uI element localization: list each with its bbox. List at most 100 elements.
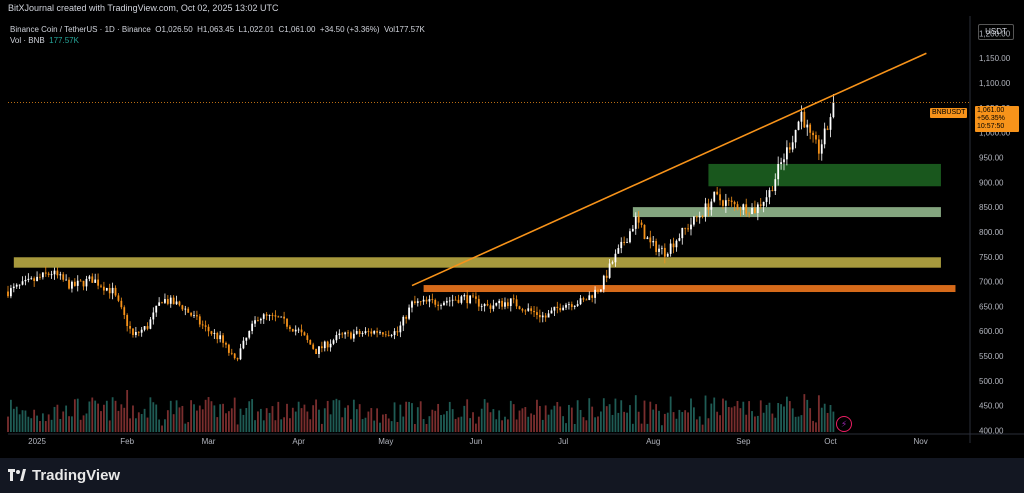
candle-body[interactable] [495, 303, 498, 306]
candle-body[interactable] [631, 228, 634, 232]
candle-body[interactable] [306, 335, 309, 340]
candle-body[interactable] [155, 305, 158, 313]
candle-body[interactable] [597, 289, 599, 292]
candle-body[interactable] [762, 201, 765, 206]
candle-body[interactable] [137, 331, 140, 333]
candle-body[interactable] [402, 316, 405, 326]
candle-body[interactable] [44, 272, 47, 274]
candle-body[interactable] [745, 204, 748, 214]
candle-body[interactable] [669, 243, 672, 254]
candle-body[interactable] [300, 329, 303, 333]
candle-body[interactable] [161, 302, 163, 304]
candle-body[interactable] [294, 329, 297, 332]
candle-body[interactable] [71, 281, 73, 289]
candle-body[interactable] [573, 305, 576, 307]
candle-body[interactable] [582, 298, 585, 300]
candle-body[interactable] [393, 331, 396, 336]
candle-body[interactable] [472, 295, 474, 297]
candle-body[interactable] [713, 191, 716, 202]
currency-button[interactable]: USDT [978, 24, 1014, 40]
candle-body[interactable] [559, 307, 562, 311]
candle-body[interactable] [79, 280, 82, 282]
candle-body[interactable] [36, 276, 38, 282]
candle-body[interactable] [678, 238, 681, 241]
candle-body[interactable] [65, 279, 68, 281]
candle-body[interactable] [739, 209, 742, 211]
candle-body[interactable] [358, 331, 361, 335]
candle-body[interactable] [469, 295, 472, 304]
candle-body[interactable] [661, 247, 663, 249]
candle-body[interactable] [259, 318, 262, 321]
candle-body[interactable] [585, 299, 588, 301]
candle-body[interactable] [783, 159, 785, 163]
candle-body[interactable] [672, 243, 675, 248]
candle-body[interactable] [629, 231, 631, 243]
candle-body[interactable] [815, 135, 817, 140]
candle-body[interactable] [62, 274, 65, 280]
candle-body[interactable] [425, 299, 428, 302]
candle-body[interactable] [413, 301, 416, 303]
candle-body[interactable] [187, 308, 190, 313]
lightning-icon[interactable]: ⚡ [836, 416, 852, 432]
candle-body[interactable] [352, 333, 355, 339]
candle-body[interactable] [506, 302, 509, 307]
candle-body[interactable] [12, 286, 15, 289]
candle-body[interactable] [527, 308, 530, 311]
candle-body[interactable] [794, 129, 797, 143]
candle-body[interactable] [210, 331, 213, 334]
candle-body[interactable] [730, 200, 733, 202]
candle-body[interactable] [504, 302, 506, 307]
candle-body[interactable] [498, 300, 501, 304]
candle-body[interactable] [509, 298, 512, 307]
candle-body[interactable] [33, 278, 36, 282]
candle-body[interactable] [68, 279, 70, 289]
candle-body[interactable] [806, 124, 809, 128]
candle-body[interactable] [457, 299, 460, 303]
candle-body[interactable] [460, 296, 463, 303]
candle-body[interactable] [533, 310, 535, 313]
candle-body[interactable] [492, 305, 495, 309]
trendline[interactable] [411, 52, 927, 287]
candle-body[interactable] [88, 276, 91, 279]
candle-body[interactable] [547, 313, 550, 318]
candle-body[interactable] [515, 299, 518, 307]
candle-body[interactable] [399, 325, 402, 333]
candle-body[interactable] [30, 278, 33, 280]
candle-body[interactable] [376, 331, 379, 333]
candle-body[interactable] [178, 301, 181, 306]
candle-body[interactable] [338, 333, 341, 336]
candle-body[interactable] [204, 325, 207, 327]
candle-body[interactable] [719, 194, 721, 201]
candle-body[interactable] [227, 344, 230, 353]
candle-body[interactable] [658, 248, 660, 252]
candle-body[interactable] [105, 287, 108, 291]
candle-body[interactable] [190, 312, 193, 316]
candle-body[interactable] [271, 315, 274, 316]
candle-body[interactable] [289, 326, 291, 329]
candle-body[interactable] [541, 315, 544, 318]
candle-body[interactable] [594, 289, 596, 298]
candle-body[interactable] [164, 299, 166, 303]
candle-body[interactable] [820, 144, 823, 154]
candle-body[interactable] [201, 324, 204, 326]
candle-body[interactable] [655, 241, 658, 252]
candle-body[interactable] [416, 301, 419, 303]
candle-body[interactable] [76, 280, 79, 286]
candle-body[interactable] [646, 237, 649, 240]
candle-body[interactable] [274, 315, 277, 317]
candle-body[interactable] [367, 331, 370, 333]
candle-body[interactable] [701, 216, 704, 218]
candle-body[interactable] [451, 299, 454, 301]
candle-body[interactable] [704, 203, 707, 217]
candle-body[interactable] [431, 299, 434, 300]
candle-body[interactable] [245, 337, 248, 341]
candle-body[interactable] [24, 279, 27, 282]
candle-body[interactable] [521, 309, 524, 311]
candle-body[interactable] [143, 326, 146, 330]
candle-body[interactable] [640, 222, 643, 225]
candle-body[interactable] [756, 204, 759, 213]
candle-body[interactable] [599, 289, 602, 292]
candle-body[interactable] [553, 306, 556, 311]
candle-body[interactable] [140, 329, 143, 333]
candle-body[interactable] [236, 358, 239, 360]
